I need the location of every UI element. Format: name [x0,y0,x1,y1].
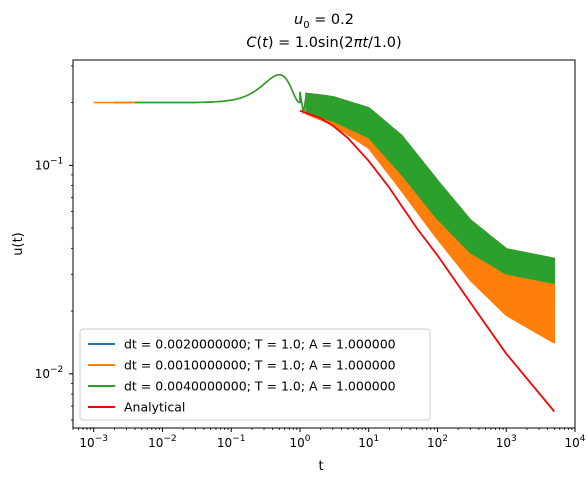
series-band-3 [305,92,555,284]
chart-title-line2: C(t) = 1.0sin(2πt/1.0) [246,35,401,51]
x-tick-label: 10−1 [217,434,246,450]
x-tick-label: 102 [427,434,448,450]
x-tick-label: 103 [496,434,517,450]
x-tick-label: 10−3 [79,434,108,450]
legend-entry: Analytical [88,400,185,415]
x-tick-label: 104 [564,434,585,450]
legend-entry: dt = 0.0040000000; T = 1.0; A = 1.000000 [88,379,396,394]
chart-title-line1: u0 = 0.2 [294,12,354,31]
x-tick-label: 10−2 [148,434,177,450]
legend-label: dt = 0.0020000000; T = 1.0; A = 1.000000 [124,337,396,352]
y-tick-label: 10−2 [35,365,64,381]
x-tick-label: 100 [289,434,310,450]
legend-label: dt = 0.0010000000; T = 1.0; A = 1.000000 [124,358,396,373]
legend-entry: dt = 0.0020000000; T = 1.0; A = 1.000000 [88,337,396,352]
legend-box [79,328,431,421]
series-line-analytical [299,109,555,413]
y-tick-label: 10−1 [35,156,64,172]
x-axis: 10−3 10−2 10−1 100 101 102 103 104 [72,428,586,450]
y-axis: 10−2 10−1 [35,65,73,421]
x-tick-label: 101 [358,434,379,450]
legend-label: dt = 0.0040000000; T = 1.0; A = 1.000000 [124,379,396,394]
plot-frame [72,59,576,429]
series-band-2 [305,92,555,344]
series-3 [135,73,556,284]
y-axis-label: u(t) [11,232,26,255]
legend-entry: dt = 0.0010000000; T = 1.0; A = 1.000000 [88,358,396,373]
legend-label: Analytical [124,400,185,415]
series-layer [93,73,556,413]
x-axis-label: t [318,459,323,474]
legend: dt = 0.0020000000; T = 1.0; A = 1.000000… [79,328,431,421]
